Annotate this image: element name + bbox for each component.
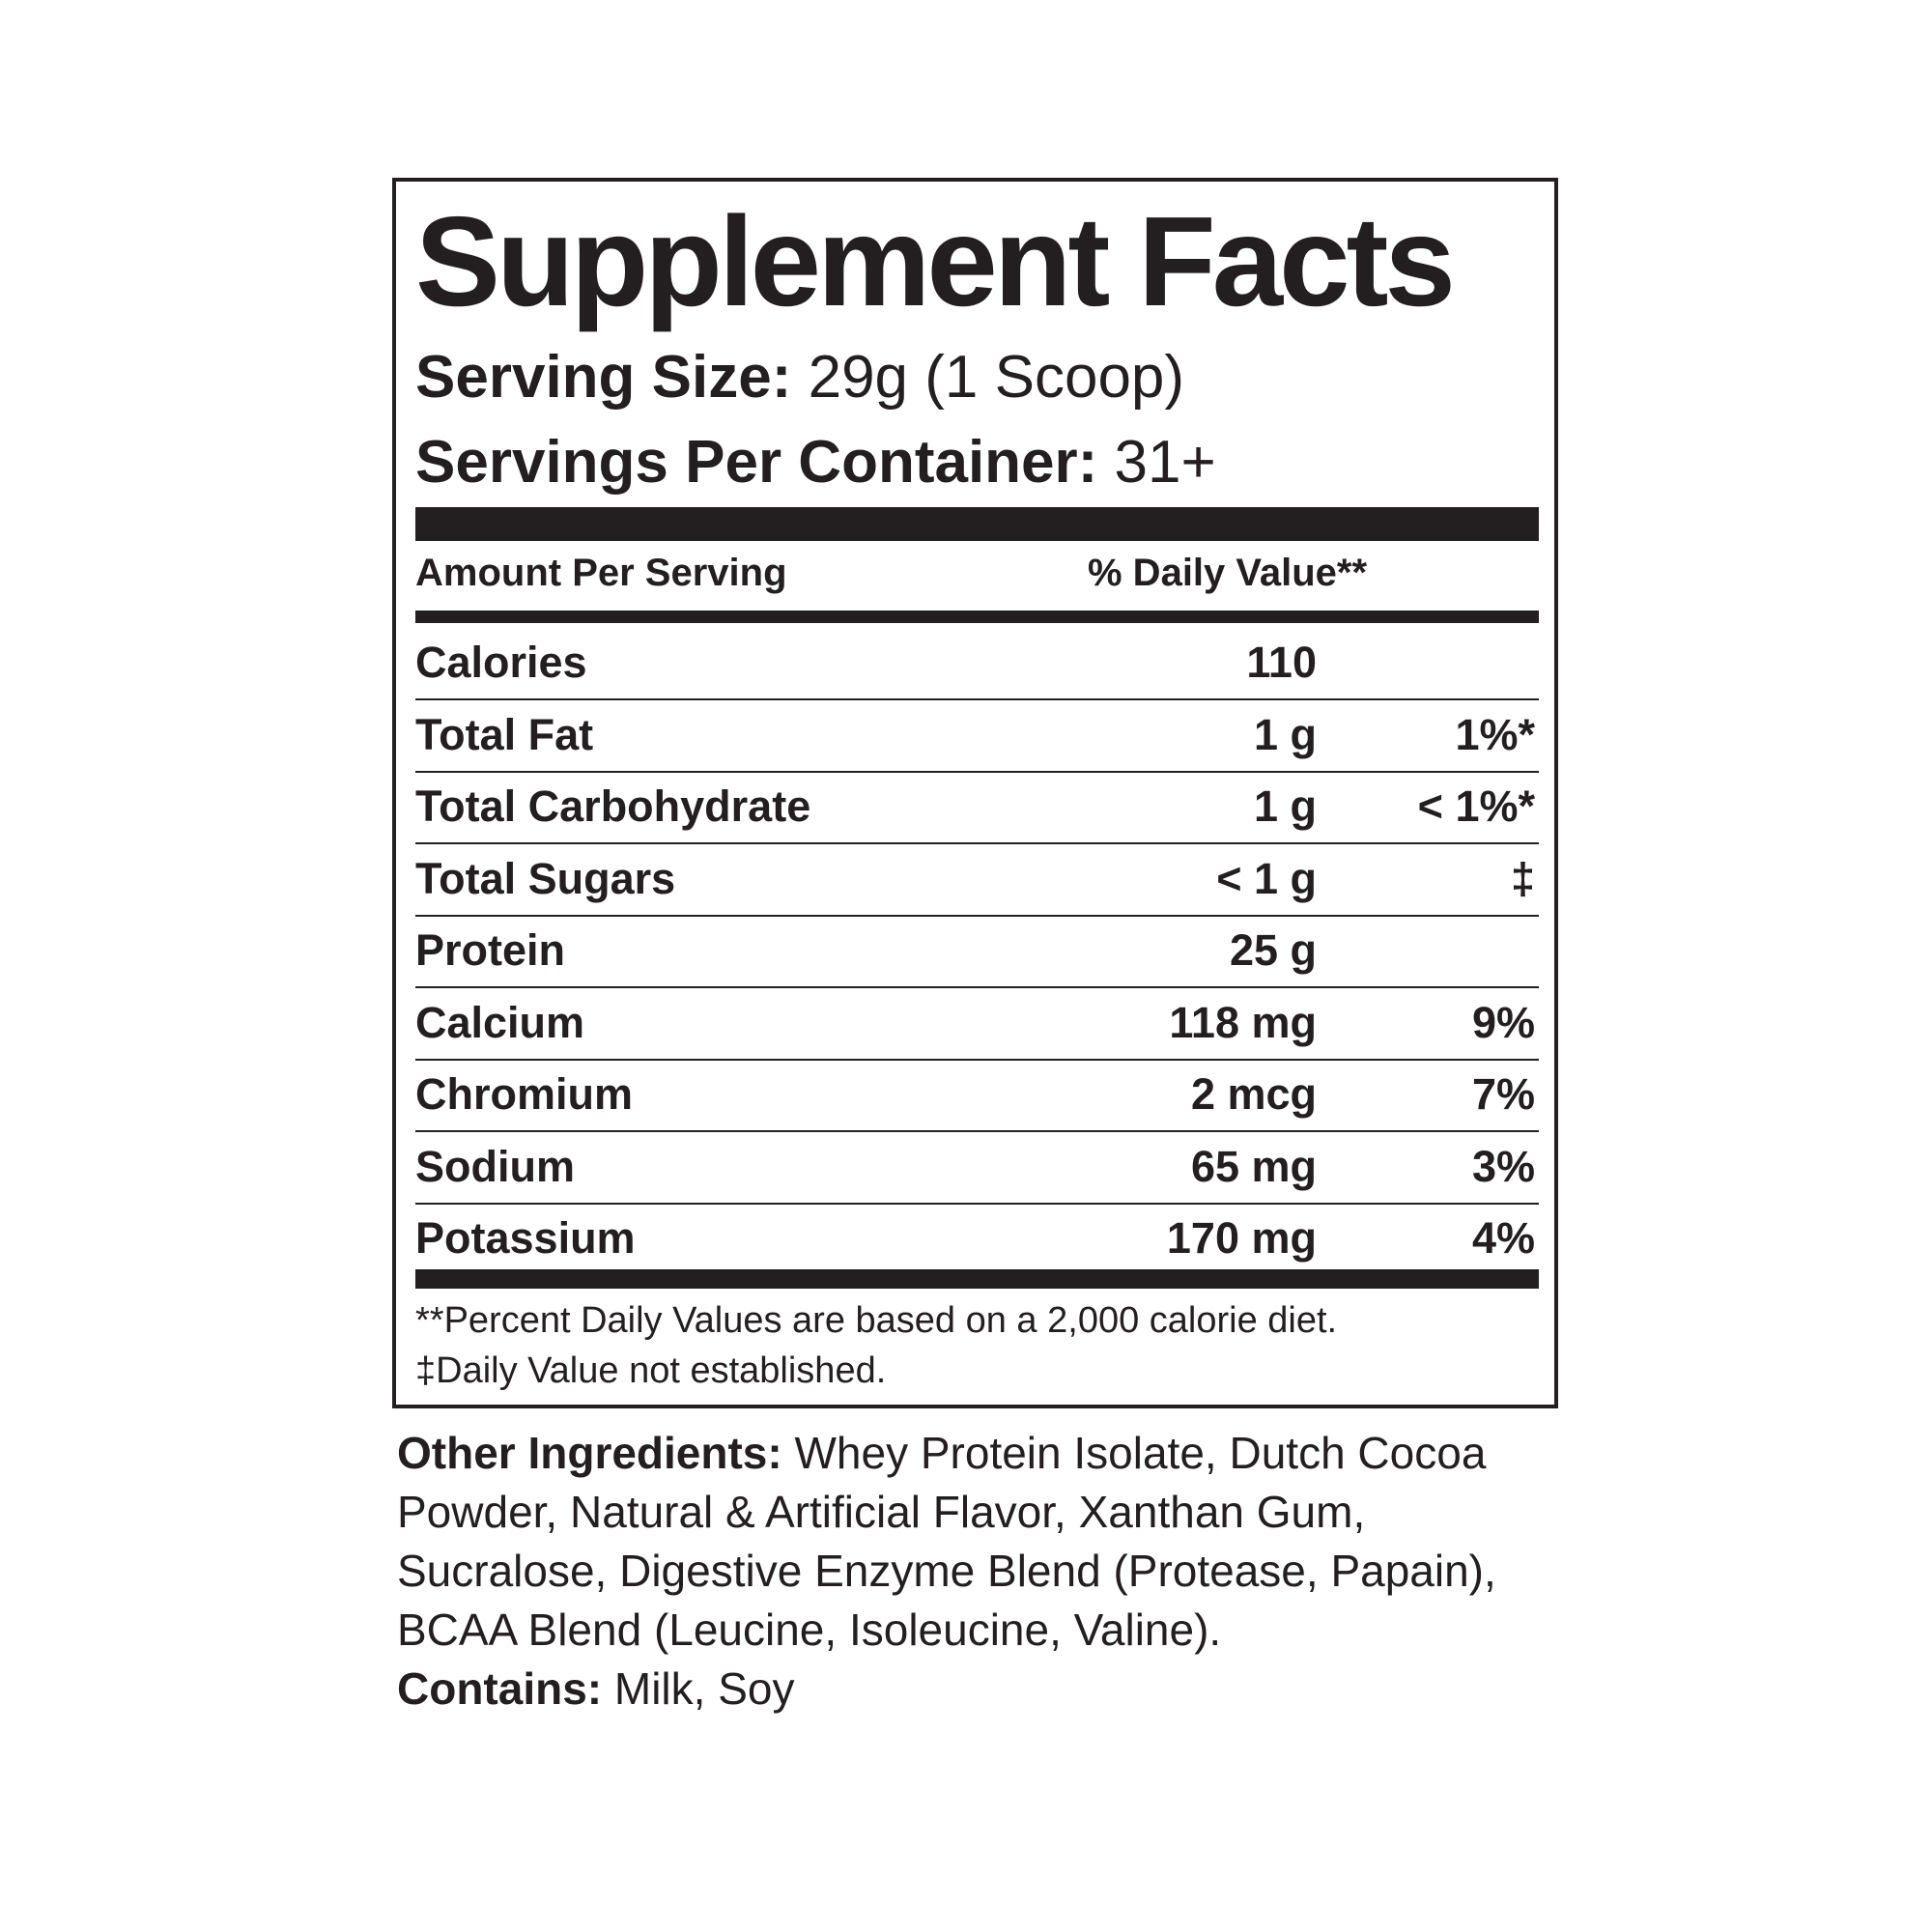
other-ingredients-text: Whey Protein Isolate, Dutch Cocoa Powder… [397,1428,1496,1655]
nutrient-daily-value: 4% [1471,1213,1535,1263]
bottom-divider [415,1269,1539,1289]
other-ingredients: Other Ingredients: Whey Protein Isolate,… [397,1424,1576,1719]
nutrient-row: Chromium 2 mcg 7% [415,1059,1539,1132]
footnote-daily-values: **Percent Daily Values are based on a 2,… [415,1300,1338,1341]
nutrient-amount: 2 mcg [1190,1069,1317,1119]
contains-text: Milk, Soy [602,1663,795,1714]
nutrient-name: Protein [415,925,566,975]
serving-size-value: 29g (1 Scoop) [808,344,1185,411]
nutrient-name: Total Sugars [415,853,676,903]
nutrient-amount: < 1 g [1216,853,1317,903]
footnote-not-established: ‡Daily Value not established. [415,1350,887,1391]
nutrient-name: Total Fat [415,709,594,759]
servings-per-container-label: Servings Per Container: [415,429,1098,496]
nutrient-daily-value: 1%* [1455,709,1535,759]
nutrient-name: Calories [415,638,587,687]
header-daily-value: % Daily Value** [1088,552,1368,594]
nutrient-amount: 110 [1246,638,1317,687]
servings-per-container-value: 31+ [1114,429,1216,496]
nutrient-amount: 25 g [1229,925,1317,975]
other-ingredients-label: Other Ingredients: [397,1428,782,1478]
thick-divider [415,507,1539,541]
serving-size: Serving Size: 29g (1 Scoop) [415,344,1184,412]
nutrient-daily-value: < 1%* [1417,781,1535,831]
nutrient-row: Potassium 170 mg 4% [415,1203,1539,1274]
nutrient-amount: 1 g [1253,781,1317,831]
nutrient-name: Calcium [415,997,585,1047]
nutrient-amount: 65 mg [1190,1141,1317,1191]
panel-title: Supplement Facts [415,190,1456,332]
nutrient-row: Protein 25 g [415,915,1539,988]
nutrient-row: Sodium 65 mg 3% [415,1131,1539,1205]
nutrient-row: Total Carbohydrate 1 g < 1%* [415,771,1539,844]
nutrient-name: Chromium [415,1069,633,1119]
nutrient-amount: 118 mg [1169,997,1317,1047]
nutrient-daily-value: ‡ [1510,853,1535,903]
nutrient-row: Total Fat 1 g 1%* [415,699,1539,773]
nutrient-row: Total Sugars < 1 g ‡ [415,843,1539,917]
nutrient-name: Potassium [415,1213,636,1263]
nutrient-name: Total Carbohydrate [415,781,811,831]
serving-size-label: Serving Size: [415,344,792,411]
nutrient-amount: 1 g [1253,709,1317,759]
nutrient-daily-value: 9% [1471,997,1535,1047]
supplement-facts-panel: Supplement Facts Serving Size: 29g (1 Sc… [392,178,1558,1408]
nutrient-row: Calcium 118 mg 9% [415,987,1539,1061]
nutrient-row: Calories 110 [415,627,1539,700]
nutrient-daily-value: 7% [1471,1069,1535,1119]
servings-per-container: Servings Per Container: 31+ [415,429,1216,497]
contains-label: Contains: [397,1663,603,1714]
medium-divider [415,611,1539,623]
nutrient-name: Sodium [415,1141,575,1191]
nutrient-daily-value: 3% [1471,1141,1535,1191]
nutrient-amount: 170 mg [1166,1213,1317,1263]
header-amount: Amount Per Serving [415,552,787,594]
